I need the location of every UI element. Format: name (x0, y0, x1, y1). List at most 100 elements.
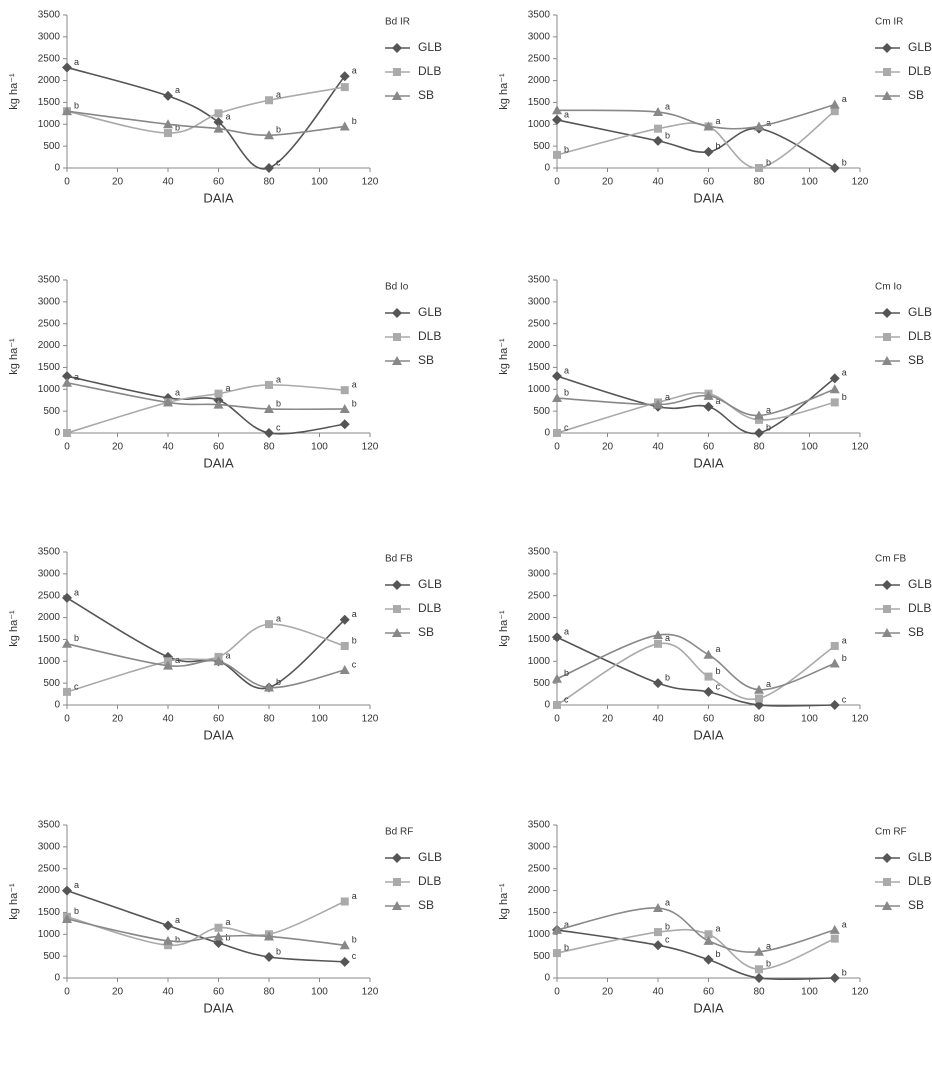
point (754, 121, 764, 131)
point (63, 687, 71, 696)
y-tick-label: 500 (533, 951, 550, 962)
point (830, 398, 839, 407)
point (339, 956, 350, 967)
point (553, 949, 561, 958)
legend-label: DLB (418, 874, 441, 888)
point (653, 399, 663, 409)
x-tick-label: 80 (753, 177, 765, 188)
point (754, 684, 764, 694)
y-tick-label: 0 (54, 700, 60, 711)
point (653, 940, 663, 951)
point (754, 410, 764, 420)
legend-label: SB (418, 625, 434, 639)
x-tick-label: 40 (162, 714, 174, 725)
point (703, 390, 714, 400)
y-tick-label: 3500 (528, 275, 551, 286)
significance-letter: b (175, 122, 180, 132)
point (163, 660, 173, 670)
significance-letter: b (352, 398, 357, 408)
y-tick-label: 2500 (38, 318, 61, 329)
point (883, 878, 891, 886)
significance-letter: a (716, 924, 721, 934)
point (882, 91, 892, 100)
point (882, 356, 892, 365)
y-tick-label: 2000 (528, 340, 551, 351)
y-tick-label: 1500 (38, 907, 61, 918)
significance-letter: b (564, 668, 569, 678)
point (829, 973, 840, 983)
significance-letter: a (716, 644, 721, 654)
point (164, 941, 172, 950)
significance-letter: a (276, 614, 281, 624)
x-tick-label: 120 (852, 177, 869, 188)
chart-title: Bd FB (385, 554, 413, 565)
point (654, 928, 662, 937)
point (830, 934, 839, 943)
significance-letter: b (74, 101, 79, 111)
x-tick-label: 40 (162, 177, 174, 188)
point (552, 924, 562, 934)
x-tick-label: 20 (602, 442, 614, 453)
point (883, 605, 891, 613)
y-tick-label: 500 (43, 951, 60, 962)
x-axis-label: DAIA (693, 190, 724, 205)
point (883, 68, 891, 76)
x-tick-label: 20 (112, 442, 124, 453)
point (63, 429, 71, 437)
x-tick-label: 40 (162, 987, 174, 998)
point (754, 973, 764, 983)
significance-letter: a (74, 57, 79, 67)
point (830, 107, 839, 116)
significance-letter: a (352, 609, 357, 619)
significance-letter: b (276, 946, 281, 956)
y-tick-label: 2000 (38, 612, 61, 623)
x-tick-label: 40 (652, 442, 664, 453)
significance-letter: b (564, 144, 569, 154)
legend-label: GLB (908, 305, 932, 319)
point (653, 630, 663, 640)
y-tick-label: 3000 (528, 841, 551, 852)
y-axis-label: kg ha⁻¹ (498, 73, 510, 110)
series-line (66, 86, 345, 134)
y-tick-label: 500 (43, 678, 60, 689)
significance-letter: b (716, 949, 721, 959)
point (392, 853, 402, 863)
point (339, 121, 350, 131)
x-tick-label: 100 (311, 714, 328, 725)
series-line (556, 103, 835, 130)
series-line (556, 375, 836, 435)
legend-label: SB (908, 898, 924, 912)
significance-letter: a (842, 368, 847, 378)
significance-letter: b (716, 666, 721, 676)
x-tick-label: 0 (554, 177, 560, 188)
y-tick-label: 1000 (528, 656, 551, 667)
significance-letter: b (842, 653, 847, 663)
chart-title: Cm FB (875, 554, 906, 565)
point (264, 403, 274, 413)
point (654, 639, 662, 648)
y-tick-label: 0 (54, 163, 60, 174)
significance-letter: a (175, 85, 180, 95)
point (163, 397, 173, 407)
point (392, 91, 402, 100)
y-tick-label: 2500 (528, 53, 551, 64)
point (214, 389, 223, 398)
x-tick-label: 120 (852, 442, 869, 453)
y-tick-label: 0 (544, 700, 550, 711)
legend-label: SB (908, 353, 924, 367)
y-tick-label: 3500 (528, 820, 551, 831)
legend-label: GLB (418, 305, 442, 319)
y-tick-label: 2500 (528, 863, 551, 874)
significance-letter: a (665, 897, 670, 907)
point (829, 99, 840, 109)
significance-letter: b (175, 935, 180, 945)
point (755, 694, 763, 703)
significance-letter: b (276, 677, 281, 687)
y-tick-label: 500 (43, 141, 60, 152)
y-tick-label: 2000 (38, 340, 61, 351)
series-line (66, 889, 345, 963)
legend-label: GLB (908, 40, 932, 54)
y-tick-label: 2000 (528, 75, 551, 86)
significance-letter: a (766, 118, 771, 128)
